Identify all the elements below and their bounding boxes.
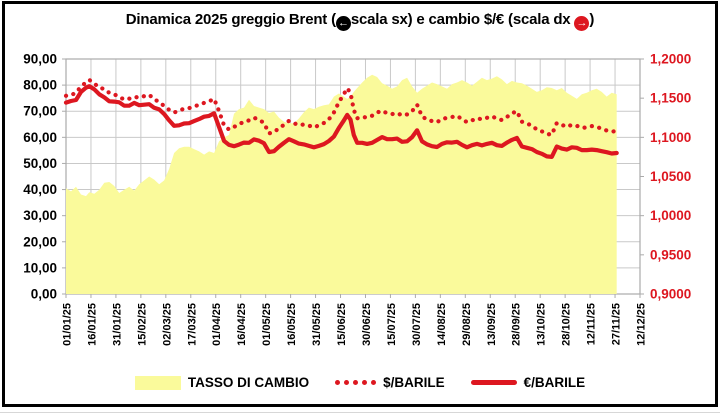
right-axis-label: 1,1500	[650, 91, 691, 106]
spreadsheet-gridline	[0, 412, 720, 413]
x-axis-label: 28/10/25	[561, 303, 573, 346]
legend-item-tasso-di-cambio: TASSO DI CAMBIO	[134, 375, 310, 390]
right-axis-label: 1,2000	[650, 52, 691, 67]
left-axis-label: 20,00	[23, 234, 57, 249]
x-axis-label: 31/05/25	[311, 303, 323, 346]
x-axis-label: 01/01/25	[62, 303, 74, 346]
series-area-tasso-di-cambio	[66, 74, 617, 294]
x-axis-label: 13/09/25	[486, 303, 498, 346]
legend-label-tasso: TASSO DI CAMBIO	[187, 375, 310, 390]
chart-legend: TASSO DI CAMBIO $/BARILE €/BARILE	[5, 375, 715, 390]
left-axis-label: 40,00	[23, 182, 57, 197]
x-axis-label: 16/01/25	[86, 303, 98, 346]
x-axis-label: 02/03/25	[161, 303, 173, 346]
legend-item-eur-barile: €/BARILE	[470, 375, 586, 390]
x-axis-label: 16/04/25	[236, 303, 248, 346]
x-axis-label: 29/08/25	[461, 303, 473, 346]
x-axis-label: 01/04/25	[211, 303, 223, 346]
x-axis-label: 16/05/25	[286, 303, 298, 346]
dotted-line-swatch	[335, 380, 377, 385]
chart-plot-area: 90,00 80,00 70,00 60,00 50,00 40,00 30,00 20,00…	[23, 52, 691, 346]
left-axis-label: 50,00	[23, 156, 57, 171]
legend-item-usd-barile: $/BARILE	[335, 375, 445, 390]
x-axis-label: 01/05/25	[261, 303, 273, 346]
chart-frame: Dinamica 2025 greggio Brent (← scala sx) …	[2, 1, 718, 407]
right-axis-label: 1,0500	[650, 169, 691, 184]
legend-label-eur: €/BARILE	[523, 375, 586, 390]
x-axis-label: 31/01/25	[111, 303, 123, 346]
left-axis-label: 30,00	[23, 208, 57, 223]
left-axis-label: 70,00	[23, 104, 57, 119]
right-axis-label: 0,9500	[650, 247, 691, 262]
chart-title: Dinamica 2025 greggio Brent (← scala sx) …	[5, 11, 715, 31]
title-text-2: scala sx) e cambio $/€ (scala dx	[350, 11, 575, 28]
series-solid-eur-barile	[63, 84, 619, 159]
right-axis-label: 1,1000	[650, 130, 691, 145]
right-axis-label: 1,0000	[650, 208, 691, 223]
x-axis-label: 15/02/25	[136, 303, 148, 346]
left-axis-label: 60,00	[23, 130, 57, 145]
left-axis-label: 10,00	[23, 260, 57, 275]
title-text-1: Dinamica 2025 greggio Brent (	[125, 11, 336, 28]
x-axis-label: 12/11/25	[586, 303, 598, 345]
series-dotted-usd-barile	[63, 77, 619, 137]
right-arrow-icon: →	[574, 16, 590, 31]
x-axis-label: 27/11/25	[611, 303, 623, 345]
x-axis-label: 28/09/25	[511, 303, 523, 346]
area-swatch	[134, 375, 181, 390]
x-axis-label: 30/06/25	[361, 303, 373, 346]
x-axis-label: 17/03/25	[186, 303, 198, 346]
x-axis-label: 14/08/25	[436, 303, 448, 346]
x-axis-label: 15/06/25	[336, 303, 348, 346]
x-axis-label: 30/07/25	[411, 303, 423, 346]
title-text-3: )	[589, 11, 595, 28]
legend-label-usd: $/BARILE	[383, 375, 445, 390]
x-axis-label: 12/12/25	[636, 303, 648, 346]
left-axis-label: 90,00	[23, 52, 57, 67]
left-axis-label: 80,00	[23, 78, 57, 93]
left-axis-label: 0,00	[31, 287, 57, 302]
x-axis-label: 13/10/25	[536, 303, 548, 346]
left-arrow-icon: ←	[335, 16, 351, 31]
right-axis-label: 0,9000	[650, 287, 691, 302]
x-axis-label: 15/07/25	[386, 303, 398, 346]
solid-line-swatch	[470, 380, 517, 385]
